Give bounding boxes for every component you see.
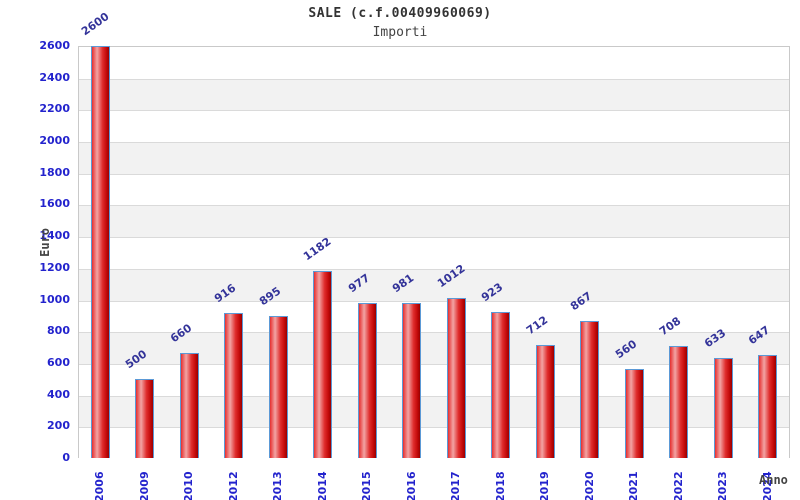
bar	[268, 316, 288, 458]
grid-line	[79, 78, 789, 80]
x-tick-label: 2021	[627, 471, 641, 500]
grid-line	[79, 205, 789, 207]
grid-band	[79, 110, 789, 143]
x-tick-label: 2019	[538, 471, 552, 500]
x-tick-label: 2022	[671, 471, 685, 500]
x-tick-label: 2013	[271, 471, 285, 500]
grid-band	[79, 205, 789, 238]
grid-band	[79, 78, 789, 111]
y-axis-title: Euro	[38, 228, 52, 257]
bar	[90, 46, 110, 458]
bar	[402, 302, 422, 458]
grid-band	[79, 173, 789, 206]
grid-line	[79, 237, 789, 239]
grid-band	[79, 300, 789, 333]
x-tick-label: 2014	[315, 471, 329, 500]
grid-line	[79, 268, 789, 270]
bar	[313, 270, 333, 458]
y-tick-label: 1200	[39, 260, 70, 274]
x-tick-label: 2015	[360, 471, 374, 500]
x-tick-label: 2006	[93, 471, 107, 500]
x-tick-label: 2009	[137, 471, 151, 500]
y-tick-label: 2200	[39, 102, 70, 116]
bar	[135, 378, 155, 458]
grid-band	[79, 47, 789, 79]
chart-title: SALE (c.f.00409960069)	[308, 6, 492, 21]
x-tick-label: 2018	[493, 471, 507, 500]
x-tick-label: 2017	[449, 471, 463, 500]
grid-band	[79, 268, 789, 301]
x-axis-title: Anno	[759, 473, 788, 487]
y-tick-label: 1600	[39, 197, 70, 211]
x-tick-label: 2012	[226, 471, 240, 500]
y-tick-label: 2000	[39, 134, 70, 148]
bar	[669, 345, 689, 458]
y-tick-label: 1800	[39, 165, 70, 179]
grid-line	[79, 395, 789, 397]
grid-band	[79, 142, 789, 174]
bar	[179, 353, 199, 458]
bar	[446, 297, 466, 458]
bar	[357, 303, 377, 458]
y-tick-label: 2600	[39, 39, 70, 52]
grid-line	[79, 300, 789, 302]
bar	[624, 369, 644, 458]
y-tick-label: 400	[47, 387, 70, 401]
x-tick-label: 2016	[404, 471, 418, 500]
bar	[224, 312, 244, 458]
grid-line	[79, 142, 789, 144]
y-tick-label: 800	[47, 324, 70, 338]
y-tick-label: 2400	[39, 70, 70, 84]
grid-line	[79, 110, 789, 112]
y-tick-label: 600	[47, 355, 70, 369]
bar	[713, 357, 733, 458]
y-tick-label: 200	[47, 419, 70, 433]
bar	[758, 355, 778, 458]
grid-line	[79, 173, 789, 175]
y-tick-label: 1000	[39, 292, 70, 306]
bar	[491, 311, 511, 458]
x-tick-label: 2020	[582, 471, 596, 500]
grid-line	[79, 332, 789, 334]
grid-line	[79, 363, 789, 365]
grid-line	[79, 427, 789, 429]
bar	[535, 345, 555, 458]
y-tick-label: 0	[62, 451, 70, 464]
chart-subtitle: Importi	[372, 25, 428, 40]
bar	[580, 320, 600, 458]
y-tick-label: 1400	[39, 229, 70, 243]
grid-band	[79, 237, 789, 269]
x-tick-label: 2010	[182, 471, 196, 500]
x-tick-label: 2023	[716, 471, 730, 500]
